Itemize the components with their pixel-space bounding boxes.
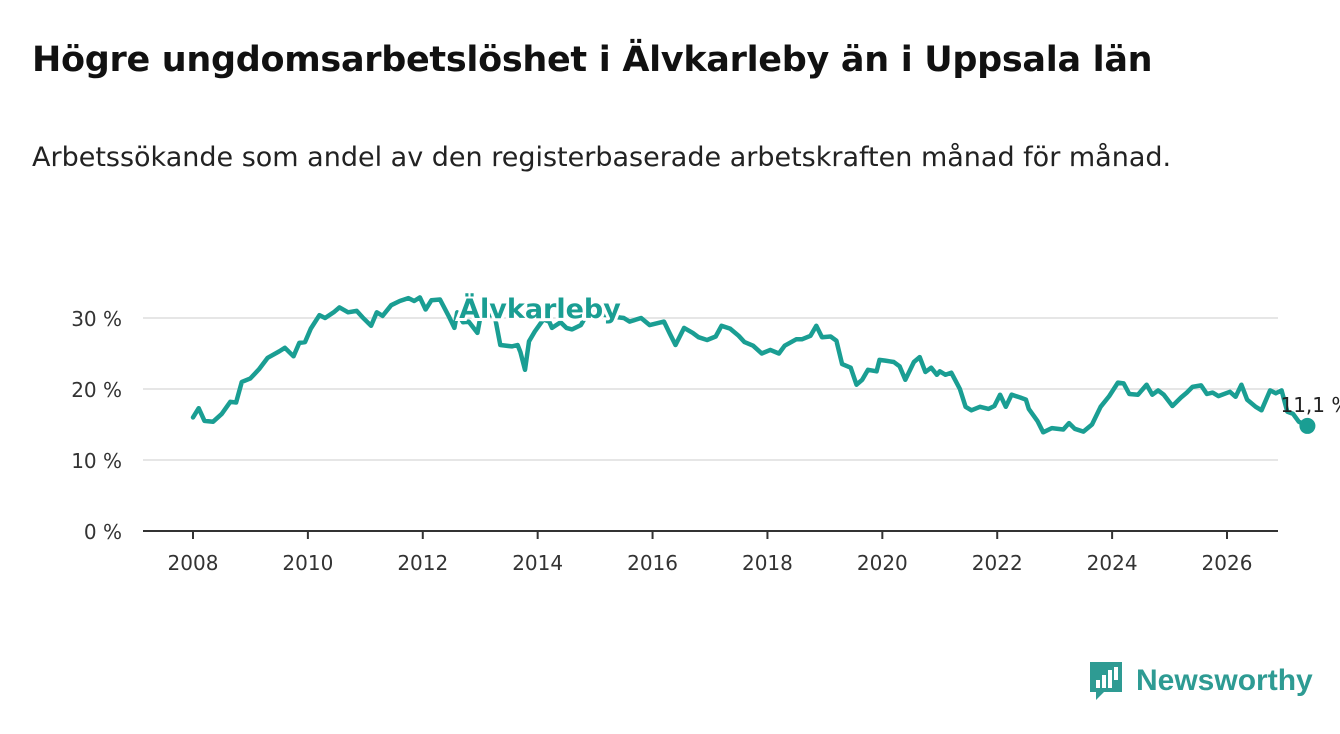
alvkarleby-series-label: Älvkarleby xyxy=(459,293,621,325)
axes xyxy=(143,530,1278,539)
x-tick-label: 2026 xyxy=(1202,551,1253,575)
alvkarleby-end-label: 11,1 % xyxy=(1280,393,1340,417)
x-tick-label: 2008 xyxy=(168,551,219,575)
chart-labels: 0 % 10 % 20 % 30 % 2008 2010 2012 2014 2016 2018 2… xyxy=(71,290,1340,575)
x-tick-label: 2022 xyxy=(972,551,1023,575)
gridlines xyxy=(143,317,1278,461)
y-tick-label: 30 % xyxy=(71,307,122,331)
alvkarleby-line xyxy=(190,295,1310,435)
y-tick-label: 10 % xyxy=(71,449,122,473)
x-tick-label: 2024 xyxy=(1087,551,1138,575)
chart-title: Högre ungdomsarbetslöshet i Älvkarleby ä… xyxy=(32,40,1153,80)
alvkarleby-end-dot xyxy=(1299,417,1316,434)
chart-subtitle: Arbetssökande som andel av den registerb… xyxy=(32,142,1172,173)
x-tick-label: 2010 xyxy=(282,551,333,575)
x-tick-label: 2018 xyxy=(742,551,793,575)
x-tick-label: 2014 xyxy=(512,551,563,575)
x-tick-label: 2016 xyxy=(627,551,678,575)
x-tick-label: 2020 xyxy=(857,551,908,575)
y-tick-label: 0 % xyxy=(84,520,122,544)
x-tick-label: 2012 xyxy=(397,551,448,575)
brand-name: Newsworthy xyxy=(1136,664,1313,697)
y-tick-label: 20 % xyxy=(71,378,122,402)
series-lines xyxy=(190,295,1316,435)
newsworthy-logo: Newsworthy xyxy=(1088,660,1313,702)
newsworthy-icon xyxy=(1090,662,1122,700)
